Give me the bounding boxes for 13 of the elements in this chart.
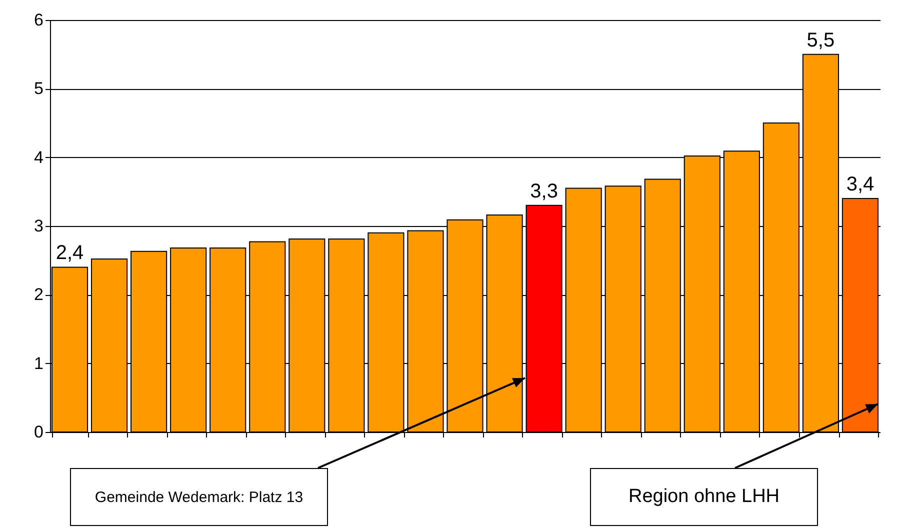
data-label: 3,4 <box>846 174 874 196</box>
text: Gemeinde Wedemark: Platz 13 <box>70 468 328 526</box>
y-tick-label: 6 <box>34 10 44 30</box>
y-tick-label: 0 <box>34 422 44 442</box>
data-label: 3,3 <box>530 180 558 202</box>
data-label: 2,4 <box>56 242 84 264</box>
y-tick-label: 2 <box>34 285 44 304</box>
y-tick-label: 3 <box>34 216 44 236</box>
data-label: 5,5 <box>806 29 835 52</box>
y-tick-label: 1 <box>34 354 44 373</box>
y-tick-label: 4 <box>34 148 44 167</box>
text: Region ohne LHH <box>590 468 818 526</box>
y-tick-label: 5 <box>34 79 44 98</box>
